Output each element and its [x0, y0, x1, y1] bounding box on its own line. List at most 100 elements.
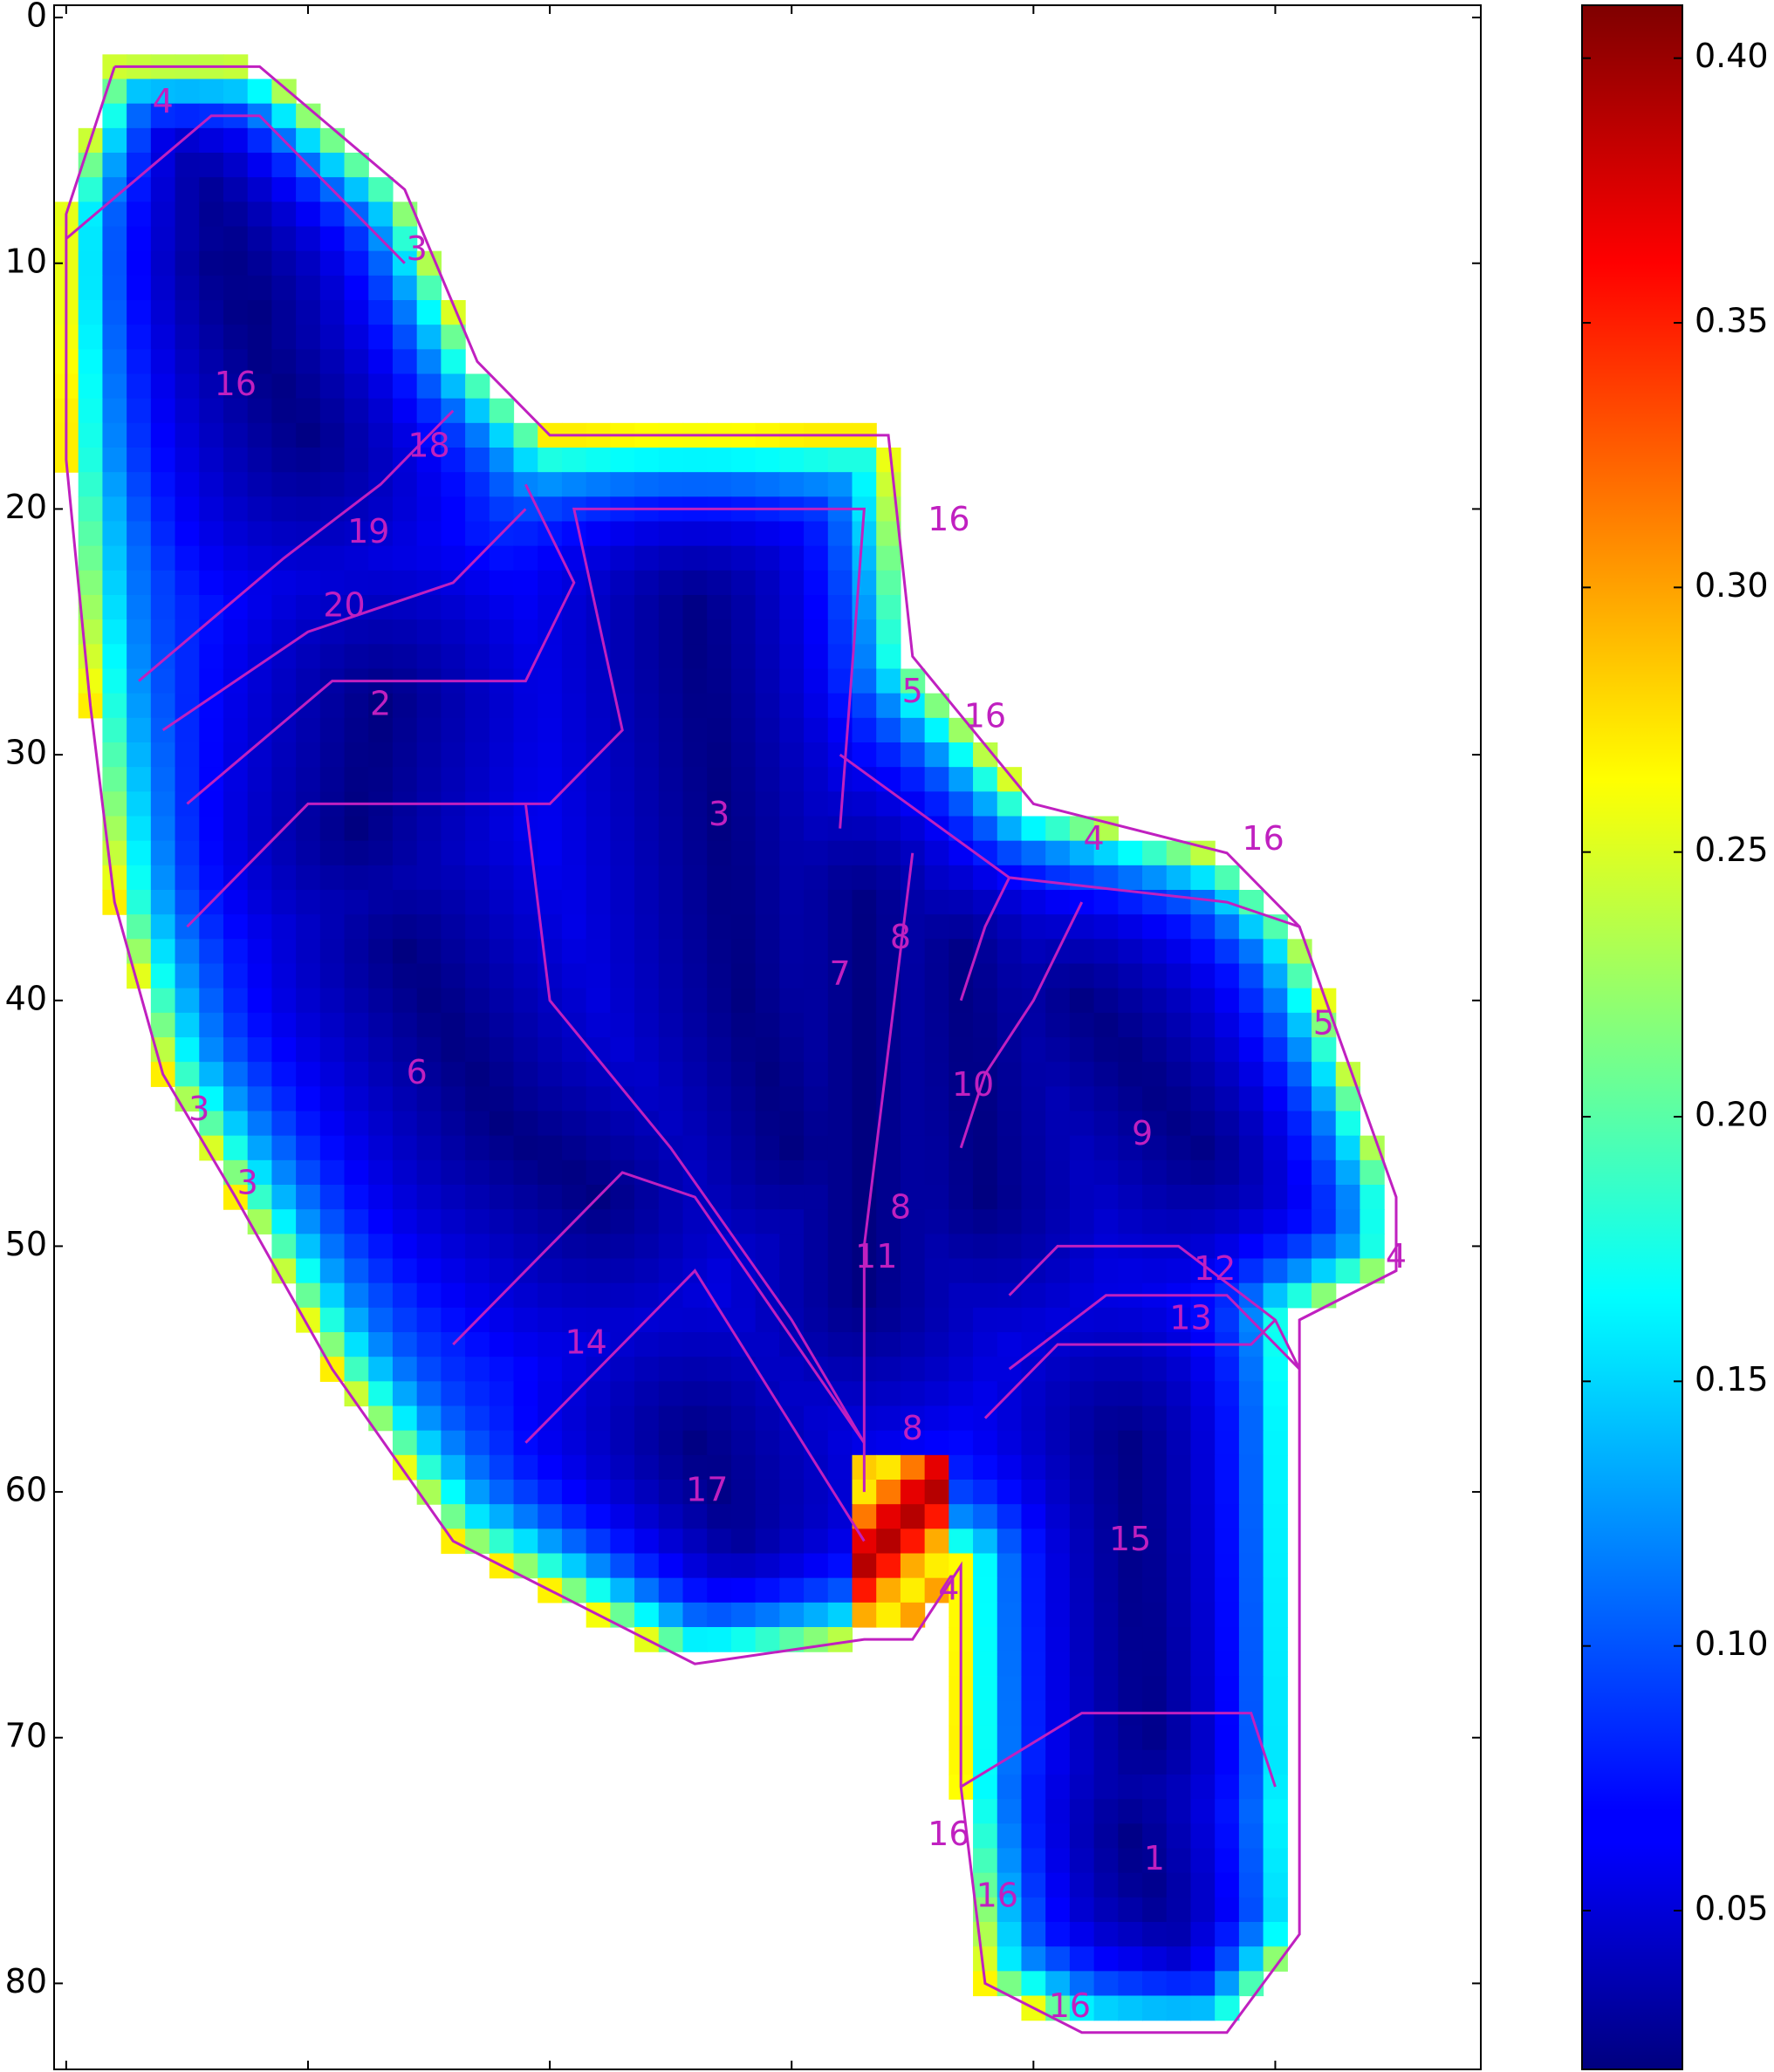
heatmap-cell — [319, 988, 346, 1014]
heatmap-cell — [368, 422, 394, 448]
heatmap-cell — [682, 1577, 708, 1604]
heatmap-cell — [658, 865, 684, 891]
heatmap-cell — [730, 1627, 757, 1652]
heatmap-cell — [1069, 1971, 1095, 1997]
heatmap-cell — [1093, 840, 1119, 866]
heatmap-cell — [1045, 1799, 1071, 1824]
heatmap-cell — [949, 914, 974, 940]
heatmap-cell — [319, 127, 346, 154]
heatmap-cell — [319, 816, 346, 842]
heatmap-cell — [779, 1602, 805, 1628]
heatmap-cell — [1166, 939, 1192, 965]
heatmap-cell — [344, 693, 369, 719]
heatmap-cell — [682, 1602, 708, 1628]
heatmap-cell — [538, 840, 563, 866]
heatmap-cell — [755, 791, 780, 817]
heatmap-cell — [779, 791, 805, 817]
heatmap-cell — [296, 422, 321, 448]
heatmap-cells — [54, 54, 1385, 2021]
heatmap-cell — [416, 1037, 442, 1063]
heatmap-cell — [997, 1799, 1023, 1824]
heatmap-cell — [1215, 1012, 1240, 1038]
heatmap-cell — [1021, 1086, 1046, 1112]
heatmap-cell — [1069, 963, 1095, 989]
heatmap-cell — [1093, 1799, 1119, 1824]
heatmap-cell — [1166, 1504, 1192, 1529]
region-label: 10 — [952, 1065, 994, 1104]
heatmap-cell — [78, 570, 104, 596]
heatmap-cell — [199, 1086, 224, 1112]
heatmap-cell — [634, 1012, 660, 1038]
heatmap-cell — [949, 1258, 974, 1284]
heatmap-cell — [247, 767, 273, 792]
heatmap-cell — [779, 1012, 805, 1038]
heatmap-cell — [1190, 1799, 1216, 1824]
heatmap-cell — [804, 668, 829, 694]
heatmap-cell — [1021, 816, 1046, 842]
heatmap-cell — [876, 1454, 901, 1480]
heatmap-cell — [900, 1357, 926, 1382]
heatmap-cell — [586, 988, 611, 1014]
heatmap-cell — [730, 840, 757, 866]
heatmap-cell — [1069, 1012, 1095, 1038]
heatmap-cell — [682, 1627, 708, 1652]
heatmap-cell — [755, 1504, 780, 1529]
heatmap-cell — [779, 595, 805, 620]
heatmap-cell — [682, 595, 708, 620]
heatmap-cell — [876, 865, 901, 891]
heatmap-cell — [319, 1258, 346, 1284]
heatmap-cell — [441, 816, 466, 842]
heatmap-cell — [997, 1922, 1023, 1947]
heatmap-cell — [465, 717, 490, 743]
heatmap-cell — [1093, 1307, 1119, 1333]
heatmap-cell — [852, 1037, 877, 1063]
heatmap-cell — [271, 226, 297, 252]
heatmap-cell — [271, 521, 297, 547]
heatmap-cell — [127, 202, 152, 228]
heatmap-cell — [1312, 1086, 1337, 1112]
heatmap-cell — [416, 1086, 442, 1112]
heatmap-cell — [1215, 1062, 1240, 1087]
heatmap-cell — [465, 1135, 490, 1161]
heatmap-cell — [465, 1258, 490, 1284]
heatmap-cell — [416, 1307, 442, 1333]
heatmap-cell — [1238, 1159, 1264, 1186]
heatmap-cell — [1360, 1159, 1385, 1186]
heatmap-cell — [997, 914, 1023, 940]
heatmap-cell — [392, 939, 418, 965]
heatmap-cell — [730, 545, 757, 571]
heatmap-cell — [344, 1282, 369, 1309]
heatmap-cell — [779, 1234, 805, 1260]
heatmap-cell — [755, 1209, 780, 1234]
heatmap-cell — [102, 595, 127, 620]
heatmap-cell — [730, 963, 757, 989]
heatmap-cell — [1093, 1725, 1119, 1751]
heatmap-cell — [610, 1135, 635, 1161]
heatmap-cell — [1045, 1086, 1071, 1112]
heatmap-cell — [199, 1111, 224, 1137]
heatmap-cell — [827, 1209, 853, 1234]
heatmap-cell — [1166, 1209, 1192, 1234]
heatmap-cell — [1287, 1185, 1312, 1210]
heatmap-cell — [416, 349, 442, 375]
heatmap-cell — [658, 448, 684, 473]
heatmap-cell — [804, 644, 829, 670]
heatmap-cell — [1190, 1946, 1216, 1972]
heatmap-cell — [392, 840, 418, 866]
heatmap-cell — [730, 1111, 757, 1137]
heatmap-cell — [223, 963, 249, 989]
heatmap-cell — [1045, 1037, 1071, 1063]
heatmap-cell — [827, 1332, 853, 1357]
heatmap-cell — [1166, 1405, 1192, 1432]
heatmap-cell — [779, 840, 805, 866]
heatmap-cell — [392, 349, 418, 375]
heatmap-cell — [876, 1504, 901, 1529]
heatmap-cell — [416, 1111, 442, 1137]
heatmap-cell — [779, 1577, 805, 1604]
heatmap-cell — [634, 1357, 660, 1382]
heatmap-cell — [924, 1086, 949, 1112]
heatmap-cell — [682, 791, 708, 817]
heatmap-cell — [755, 1037, 780, 1063]
heatmap-cell — [1118, 1381, 1143, 1407]
heatmap-cell — [1142, 1971, 1168, 1997]
